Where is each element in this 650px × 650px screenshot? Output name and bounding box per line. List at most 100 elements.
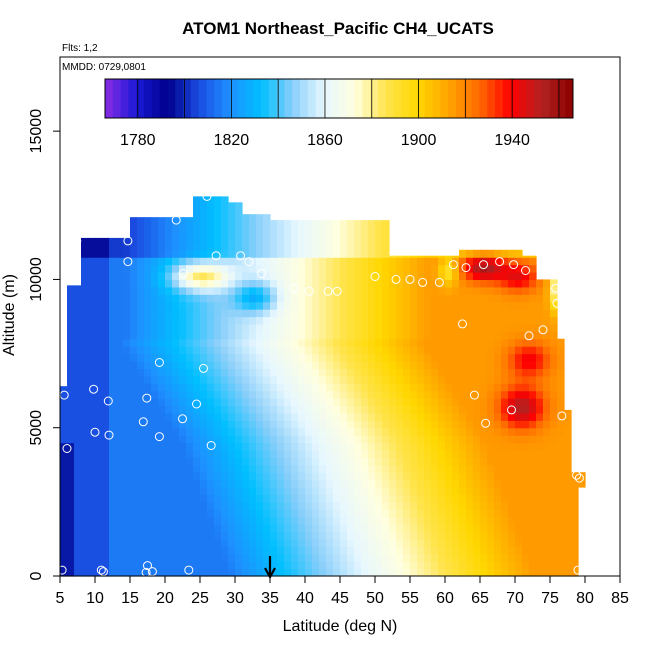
heatmap-cell [179,479,187,488]
heatmap-cell [109,546,117,555]
heatmap-cell [116,249,124,258]
heatmap-cell [81,272,89,281]
heatmap-cell [291,538,299,547]
heatmap-cell [277,457,285,466]
heatmap-cell [326,383,334,392]
heatmap-cell [277,360,285,369]
heatmap-cell [445,501,453,510]
heatmap-cell [123,346,131,355]
colorbar-segment [245,79,254,118]
heatmap-cell [529,501,537,510]
heatmap-cell [277,487,285,496]
heatmap-cell [235,464,243,473]
heatmap-cell [368,538,376,547]
heatmap-cell [214,464,222,473]
heatmap-cell [165,546,173,555]
heatmap-cell [361,531,369,540]
heatmap-cell [60,435,68,444]
heatmap-cell [221,331,229,340]
heatmap-cell [403,435,411,444]
heatmap-cell [319,309,327,318]
heatmap-cell [305,487,313,496]
heatmap-cell [417,405,425,414]
heatmap-cell [263,309,271,318]
heatmap-cell [179,494,187,503]
heatmap-cell [375,220,383,229]
heatmap-cell [382,272,390,281]
heatmap-cell [67,398,75,407]
heatmap-cell [151,257,159,266]
heatmap-cell [200,568,208,577]
heatmap-cell [340,524,348,533]
heatmap-cell [354,524,362,533]
heatmap-cell [123,546,131,555]
observation-point [244,257,254,267]
heatmap-cell [305,272,313,281]
heatmap-cell [396,420,404,429]
heatmap-cell [368,301,376,310]
heatmap-cell [242,353,250,362]
heatmap-cell [214,212,222,221]
heatmap-cell [116,390,124,399]
heatmap-cell [410,360,418,369]
heatmap-cell [494,309,502,318]
heatmap-cell [109,301,117,310]
heatmap-cell [284,279,292,288]
heatmap-cell [452,398,460,407]
heatmap-cell [312,561,320,570]
heatmap-cell [529,338,537,347]
heatmap-cell [193,212,201,221]
heatmap-cell [228,524,236,533]
heatmap-cell [361,398,369,407]
heatmap-cell [221,494,229,503]
heatmap-cell [291,516,299,525]
heatmap-cell [550,368,558,377]
heatmap-cell [361,464,369,473]
heatmap-cell [417,538,425,547]
heatmap-cell [60,553,68,562]
heatmap-cell [501,531,509,540]
heatmap-cell [242,309,250,318]
heatmap-cell [466,568,474,577]
heatmap-cell [403,553,411,562]
heatmap-cell [445,353,453,362]
heatmap-cell [543,294,551,303]
colorbar-segment [198,79,207,118]
heatmap-cell [235,264,243,273]
heatmap-cell [382,257,390,266]
heatmap-cell [249,501,257,510]
heatmap-cell [550,316,558,325]
heatmap-cell [361,279,369,288]
heatmap-cell [214,368,222,377]
colorbar-segment [268,79,278,118]
observation-point [370,272,380,281]
heatmap-cell [333,420,341,429]
heatmap-cell [95,472,103,481]
heatmap-cell [375,323,383,332]
heatmap-cell [389,286,397,295]
heatmap-cell [116,501,124,510]
heatmap-cell [382,501,390,510]
heatmap-cell [109,405,117,414]
heatmap-cell [424,442,432,451]
heatmap-cell [529,472,537,481]
heatmap-cell [319,272,327,281]
heatmap-cell [340,487,348,496]
heatmap-cell [508,538,516,547]
heatmap-cell [529,412,537,421]
heatmap-cell [459,368,467,377]
heatmap-cell [375,553,383,562]
heatmap-cell [550,353,558,362]
heatmap-cell [242,234,250,243]
heatmap-cell [221,561,229,570]
heatmap-cell [445,442,453,451]
heatmap-cell [186,301,194,310]
heatmap-cell [473,457,481,466]
heatmap-cell [368,412,376,421]
heatmap-cell [347,546,355,555]
x-axis: 5 10 15 20 25 30 35 40 45 50 55 60 65 70 75 80 85 [56,575,629,607]
heatmap-cell [291,360,299,369]
heatmap-cell [431,257,439,266]
heatmap-cell [305,309,313,318]
heatmap-cell [130,457,138,466]
